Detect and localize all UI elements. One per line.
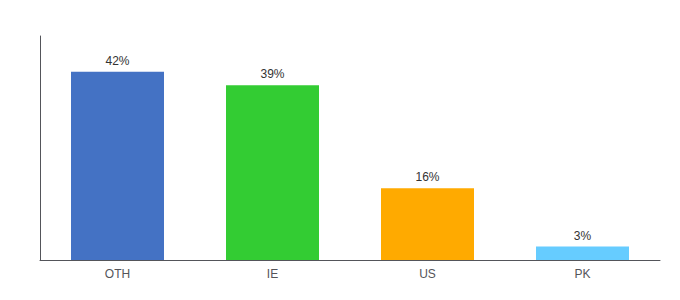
svg-text:16%: 16% (415, 170, 439, 184)
svg-text:US: US (419, 267, 436, 281)
svg-text:3%: 3% (574, 229, 592, 243)
svg-text:IE: IE (267, 267, 278, 281)
svg-text:39%: 39% (260, 67, 284, 81)
svg-text:PK: PK (574, 267, 590, 281)
svg-text:OTH: OTH (105, 267, 130, 281)
svg-text:42%: 42% (105, 54, 129, 68)
